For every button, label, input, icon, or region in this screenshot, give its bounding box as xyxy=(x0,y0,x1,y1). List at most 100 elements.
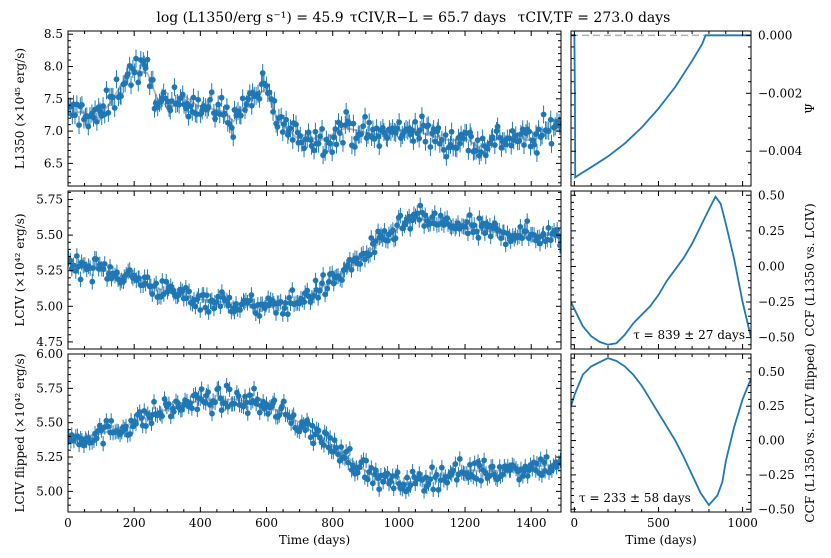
x-tick-label: 1000 xyxy=(384,516,415,530)
data-point xyxy=(108,417,115,424)
data-point xyxy=(70,262,77,269)
data-point xyxy=(421,487,427,494)
data-point xyxy=(438,464,445,471)
data-point xyxy=(118,93,124,100)
data-point xyxy=(120,278,127,285)
panel-civ_lc: 4.75 5.00 5.25 5.50 5.75 LCIV (×10⁴² erg/s) xyxy=(13,190,562,350)
data-point xyxy=(545,128,552,134)
data-point xyxy=(93,118,100,125)
data-point xyxy=(243,101,250,108)
x-axis-label: Time (days) xyxy=(279,533,350,547)
data-point xyxy=(261,405,268,412)
data-point xyxy=(211,305,217,312)
title-tau-rl: τCIV,R−L = 65.7 days xyxy=(350,10,506,26)
data-point xyxy=(319,280,325,287)
data-point xyxy=(332,126,339,132)
y-tick-label: −0.002 xyxy=(758,86,802,100)
data-point xyxy=(73,253,80,259)
data-point xyxy=(114,269,120,276)
data-point xyxy=(416,135,423,142)
data-point xyxy=(286,294,293,301)
data-point xyxy=(288,420,295,427)
y-axis-label: LCIV (×10⁴² erg/s) xyxy=(13,213,27,326)
data-point xyxy=(333,141,340,148)
data-point xyxy=(369,480,376,487)
data-point xyxy=(357,261,364,267)
y-tick-label: 0.25 xyxy=(758,399,785,413)
data-point xyxy=(240,403,247,410)
data-point xyxy=(167,413,174,420)
data-point xyxy=(148,420,155,427)
data-point xyxy=(387,477,394,484)
data-point xyxy=(435,486,442,493)
data-point xyxy=(555,233,561,239)
data-point xyxy=(77,276,84,283)
data-point xyxy=(281,121,287,127)
data-point xyxy=(384,470,391,477)
data-point xyxy=(516,476,523,483)
data-point xyxy=(107,263,113,270)
data-point xyxy=(127,431,133,437)
data-point xyxy=(208,89,215,96)
data-point xyxy=(502,241,509,248)
data-point xyxy=(256,95,263,102)
data-point xyxy=(344,262,351,268)
plot-area xyxy=(68,197,561,324)
data-point xyxy=(218,94,225,101)
data-point xyxy=(72,112,78,119)
data-point xyxy=(153,280,160,287)
data-point xyxy=(464,219,470,226)
data-point xyxy=(547,237,554,244)
data-point xyxy=(315,140,322,147)
data-point xyxy=(372,238,379,244)
data-point xyxy=(205,104,212,110)
data-point xyxy=(407,225,414,232)
data-point xyxy=(372,467,379,474)
data-point xyxy=(149,76,156,83)
data-point xyxy=(279,129,286,135)
data-point xyxy=(223,104,230,111)
data-point xyxy=(316,287,323,294)
series-line xyxy=(571,194,751,346)
data-point xyxy=(75,263,82,270)
data-point xyxy=(304,287,311,294)
data-point xyxy=(289,287,296,293)
x-tick-label: 800 xyxy=(321,516,344,530)
y-tick-label: −0.25 xyxy=(758,295,795,309)
data-point xyxy=(297,132,304,139)
data-point xyxy=(456,455,463,462)
data-point xyxy=(287,125,294,132)
y-tick-label: 8.5 xyxy=(44,27,63,41)
data-point xyxy=(557,457,561,464)
data-point xyxy=(188,405,195,412)
data-point xyxy=(138,414,145,421)
data-point xyxy=(319,126,325,132)
data-point xyxy=(457,140,463,147)
data-point xyxy=(467,461,473,468)
title-luminosity: log (L1350/erg s⁻¹) = 45.9 xyxy=(156,10,343,26)
data-point xyxy=(195,96,202,103)
data-point xyxy=(274,123,281,130)
data-point xyxy=(244,410,251,417)
data-point xyxy=(110,94,116,101)
data-point xyxy=(204,292,210,299)
data-point xyxy=(537,240,543,247)
data-point xyxy=(284,311,291,318)
data-point xyxy=(277,298,284,305)
data-point xyxy=(384,237,391,244)
data-point xyxy=(522,463,529,470)
data-point xyxy=(246,392,253,399)
data-point xyxy=(363,457,370,464)
y-tick-label: 5.25 xyxy=(36,450,63,464)
data-point xyxy=(218,289,225,296)
data-point xyxy=(425,122,432,129)
axes-frame xyxy=(67,30,562,187)
data-point xyxy=(221,110,228,117)
data-point xyxy=(522,228,529,235)
data-point xyxy=(329,270,336,277)
data-point xyxy=(282,300,289,306)
data-point xyxy=(345,459,352,466)
x-tick-label: 1400 xyxy=(516,516,547,530)
data-point xyxy=(539,132,545,139)
data-point xyxy=(476,215,483,222)
